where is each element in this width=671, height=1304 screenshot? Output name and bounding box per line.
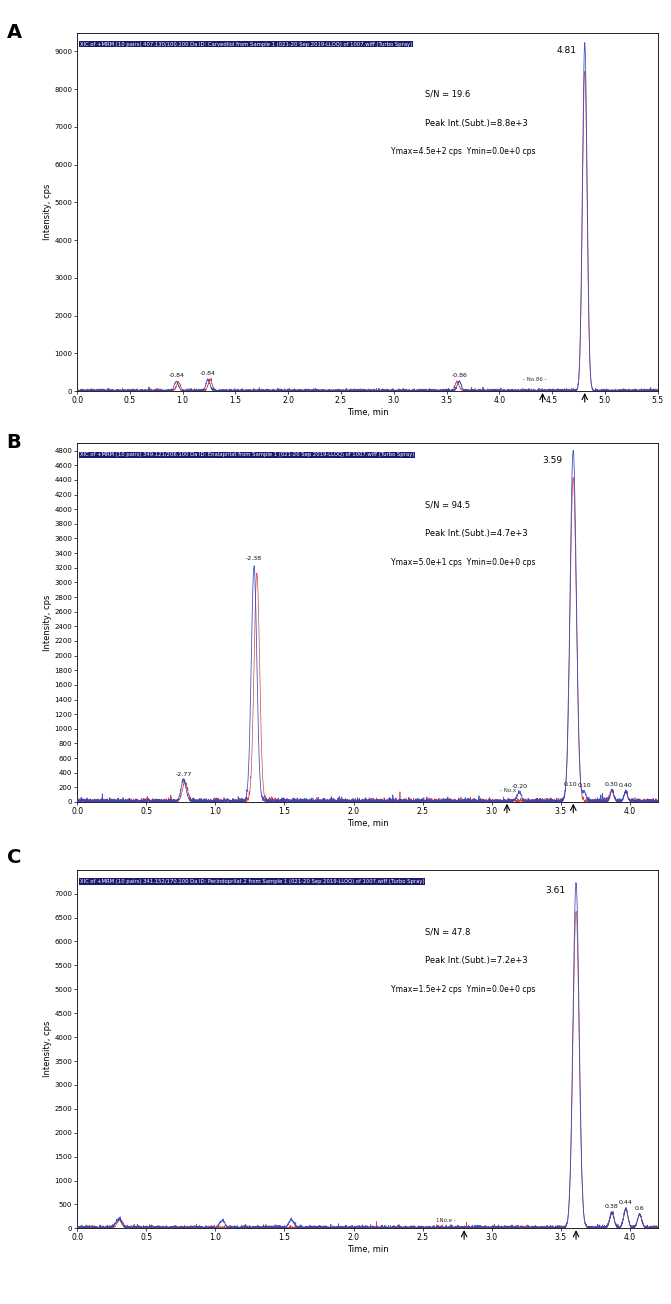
X-axis label: Time, min: Time, min <box>346 408 389 417</box>
Text: -2.77: -2.77 <box>175 772 192 777</box>
Text: S/N = 19.6: S/N = 19.6 <box>425 90 470 99</box>
Text: Peak Int.(Subt.)=7.2e+3: Peak Int.(Subt.)=7.2e+3 <box>425 956 528 965</box>
Text: Ymax=5.0e+1 cps  Ymin=0.0e+0 cps: Ymax=5.0e+1 cps Ymin=0.0e+0 cps <box>391 558 535 567</box>
Text: Peak Int.(Subt.)=8.8e+3: Peak Int.(Subt.)=8.8e+3 <box>425 119 528 128</box>
Text: -0.20: -0.20 <box>511 784 527 789</box>
Y-axis label: Intensity, cps: Intensity, cps <box>42 1021 52 1077</box>
Text: 0.10: 0.10 <box>564 781 577 786</box>
Text: - No.86 -: - No.86 - <box>523 377 546 382</box>
Text: 0.44: 0.44 <box>619 1201 633 1205</box>
Text: XIC of +MRM (10 pairs) 349.121/206.100 Da ID: Enalaprilat from Sample 1 (021-20 : XIC of +MRM (10 pairs) 349.121/206.100 D… <box>80 452 415 458</box>
Text: 3.61: 3.61 <box>545 885 565 895</box>
Text: 1No.e -: 1No.e - <box>436 1218 456 1223</box>
Text: 0.6: 0.6 <box>635 1206 644 1211</box>
Text: 3.59: 3.59 <box>542 456 562 466</box>
Text: XIC of +MRM (10 pairs) 341.152/170.100 Da ID: Perindoprilat 2 from Sample 1 (021: XIC of +MRM (10 pairs) 341.152/170.100 D… <box>80 879 425 884</box>
Text: XIC of +MRM (10 pairs) 407.130/100.100 Da ID: Carvedilol from Sample 1 (021-20 S: XIC of +MRM (10 pairs) 407.130/100.100 D… <box>80 42 412 47</box>
Text: Ymax=4.5e+2 cps  Ymin=0.0e+0 cps: Ymax=4.5e+2 cps Ymin=0.0e+0 cps <box>391 147 535 156</box>
Text: Ymax=1.5e+2 cps  Ymin=0.0e+0 cps: Ymax=1.5e+2 cps Ymin=0.0e+0 cps <box>391 985 535 994</box>
Y-axis label: Intensity, cps: Intensity, cps <box>42 595 52 651</box>
Text: S/N = 94.5: S/N = 94.5 <box>425 501 470 510</box>
Text: -0.86: -0.86 <box>451 373 467 378</box>
Text: 0.40: 0.40 <box>619 784 633 788</box>
Text: -0.84: -0.84 <box>168 373 185 378</box>
X-axis label: Time, min: Time, min <box>346 819 389 828</box>
X-axis label: Time, min: Time, min <box>346 1245 389 1254</box>
Text: B: B <box>7 433 21 452</box>
Text: 0.10: 0.10 <box>578 784 591 788</box>
Text: -2.38: -2.38 <box>246 557 262 561</box>
Text: S/N = 47.8: S/N = 47.8 <box>425 927 471 936</box>
Text: - No.x -: - No.x - <box>500 788 520 793</box>
Text: -0.84: -0.84 <box>200 372 216 377</box>
Y-axis label: Intensity, cps: Intensity, cps <box>42 184 52 240</box>
Text: A: A <box>7 23 22 43</box>
Text: Peak Int.(Subt.)=4.7e+3: Peak Int.(Subt.)=4.7e+3 <box>425 529 528 539</box>
Text: 0.38: 0.38 <box>605 1204 619 1209</box>
Text: 0.30: 0.30 <box>605 781 619 786</box>
Text: 4.81: 4.81 <box>556 46 576 55</box>
Text: C: C <box>7 848 21 867</box>
